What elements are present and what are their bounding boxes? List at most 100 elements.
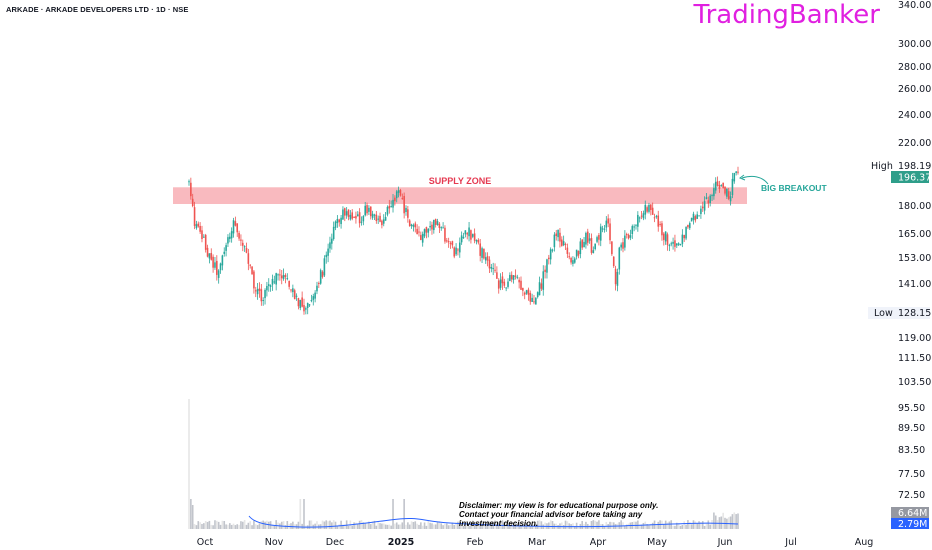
- volume-bar: [505, 520, 507, 529]
- volume-bar: [229, 523, 231, 529]
- candle-body: [681, 234, 684, 244]
- candle-body: [635, 224, 637, 226]
- candle-body: [481, 248, 483, 258]
- candle-body: [332, 226, 335, 240]
- candle-body: [277, 274, 279, 276]
- candle-body: [414, 223, 417, 228]
- candle-body: [462, 236, 465, 239]
- volume-bar: [249, 521, 252, 529]
- candle-body: [408, 220, 411, 227]
- candle-body: [737, 171, 739, 173]
- candle-body: [253, 271, 255, 289]
- volume-bar: [364, 523, 366, 529]
- candle-body: [208, 253, 211, 259]
- x-tick-label: Jun: [717, 537, 733, 548]
- candle-body: [433, 220, 435, 231]
- candle-body: [535, 297, 537, 305]
- volume-bar: [683, 521, 686, 529]
- candle-body: [384, 216, 387, 221]
- volume-bar: [494, 520, 496, 529]
- volume-bar: [714, 515, 717, 529]
- candle-body: [624, 235, 626, 248]
- volume-bar: [373, 520, 376, 529]
- candle-body: [247, 253, 250, 264]
- disclaimer-text: Disclaimer: my view is for educational p…: [459, 501, 659, 528]
- volume-bar: [540, 521, 543, 529]
- volume-bar: [642, 522, 645, 529]
- volume-bar: [627, 523, 630, 529]
- candle-body: [206, 247, 209, 257]
- volume-bar: [410, 521, 413, 529]
- volume-bar: [664, 520, 667, 529]
- volume-bar: [497, 522, 500, 529]
- candle-body: [735, 171, 737, 173]
- volume-bar: [399, 524, 402, 529]
- candle-body: [251, 266, 253, 275]
- volume-bar: [670, 520, 673, 529]
- volume-bar: [716, 520, 719, 529]
- volume-bar: [216, 520, 218, 529]
- candle-body: [416, 228, 418, 235]
- candle-body: [273, 281, 276, 283]
- candle-body: [687, 224, 689, 228]
- candle-body: [232, 220, 235, 234]
- volume-bar: [223, 520, 226, 529]
- x-tick-label: Dec: [326, 537, 344, 548]
- candle-body: [447, 240, 450, 243]
- volume-bar: [232, 523, 235, 529]
- candle-body: [353, 216, 355, 218]
- volume-bar: [701, 521, 704, 529]
- volume-bar: [605, 521, 608, 529]
- supply-zone-band: [173, 187, 747, 204]
- candle-body: [581, 239, 584, 248]
- candle-body: [210, 252, 213, 260]
- candle-body: [386, 206, 389, 215]
- candle-body: [616, 271, 619, 286]
- last-price-value: 196.37: [898, 173, 931, 184]
- candle-body: [340, 217, 342, 225]
- price-tick-label: 260.00: [898, 84, 931, 95]
- candle-body: [219, 263, 222, 271]
- candle-body: [267, 284, 270, 286]
- volume-bar: [327, 521, 329, 529]
- candle-body: [648, 204, 650, 212]
- candle-body: [197, 223, 200, 227]
- volume-bar: [427, 520, 430, 529]
- volume-bar: [603, 525, 606, 529]
- volume-bar: [501, 520, 504, 529]
- candle-body: [637, 214, 639, 227]
- volume-bar: [434, 524, 437, 529]
- volume-bar: [247, 522, 250, 529]
- candle-body: [651, 207, 654, 215]
- candle-body: [243, 246, 246, 248]
- candle-body: [679, 244, 682, 246]
- volume-bar: [308, 520, 311, 529]
- candle-body: [434, 219, 437, 225]
- x-tick-label: Apr: [590, 537, 607, 548]
- candle-body: [540, 283, 543, 289]
- volume-bar: [624, 525, 626, 529]
- volume-bar: [429, 522, 431, 529]
- volume-bar: [403, 499, 405, 529]
- candle-body: [325, 254, 328, 258]
- candle-body: [720, 185, 723, 187]
- volume-bar: [253, 520, 255, 529]
- volume-bar: [221, 520, 224, 529]
- candle-body: [711, 195, 713, 197]
- volume-bar: [241, 521, 244, 529]
- volume-bar: [442, 525, 444, 529]
- volume-bar: [690, 524, 693, 529]
- volume-bar: [655, 525, 658, 529]
- volume-bar: [672, 525, 674, 529]
- volume-bar: [345, 520, 348, 529]
- candle-body: [323, 258, 326, 276]
- candle-body: [449, 243, 452, 245]
- volume-bar: [585, 521, 587, 529]
- volume-bar: [703, 525, 706, 529]
- candle-body: [614, 268, 617, 285]
- candle-body: [318, 283, 320, 285]
- volume-bar: [325, 520, 328, 529]
- volume-bar: [262, 520, 264, 529]
- candle-body: [460, 235, 463, 243]
